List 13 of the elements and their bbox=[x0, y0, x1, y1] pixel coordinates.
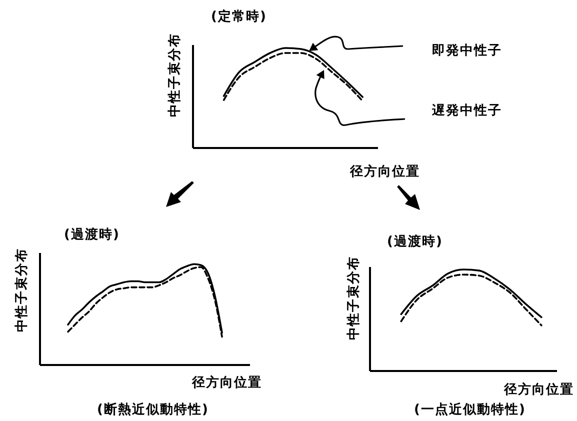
text: (一点近似動特性) bbox=[414, 402, 526, 418]
x-axis-title: 径方向位置 bbox=[504, 382, 574, 398]
chart-title: (過渡時) bbox=[64, 228, 120, 242]
x-axis-title: 径方向位置 bbox=[192, 376, 262, 390]
text: 遅発中性子 bbox=[432, 104, 502, 118]
x-axis-title: 径方向位置 bbox=[350, 164, 420, 180]
text: 即発中性子 bbox=[432, 44, 502, 58]
y-axis-title: 中性子束分布 bbox=[168, 33, 182, 117]
chart-title: (定常時) bbox=[211, 10, 267, 24]
y-axis-title: 中性子束分布 bbox=[14, 248, 30, 332]
chart-title: (過渡時) bbox=[387, 234, 443, 250]
text: (断熱近似動特性) bbox=[97, 402, 209, 418]
y-axis-title: 中性子束分布 bbox=[346, 256, 362, 340]
